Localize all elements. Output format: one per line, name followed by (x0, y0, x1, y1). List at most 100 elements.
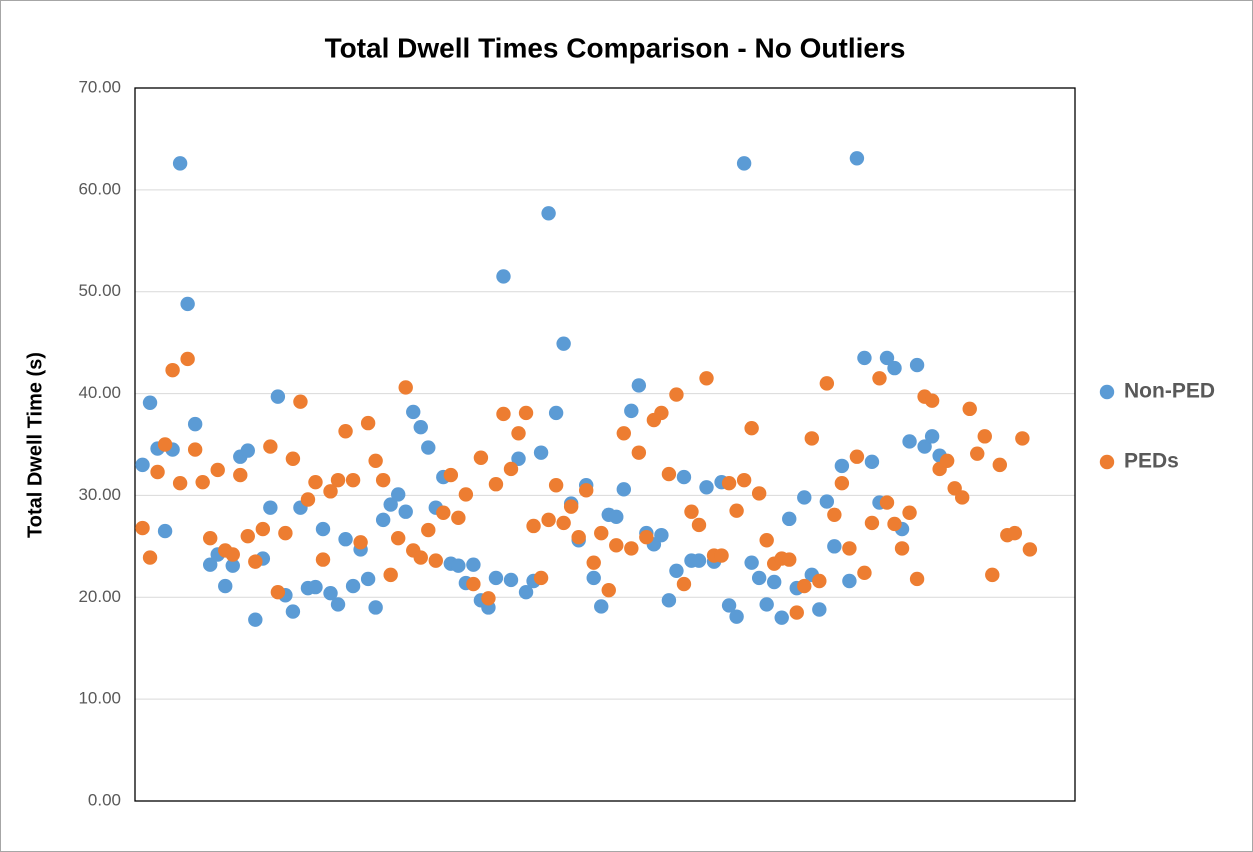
point (218, 578, 233, 594)
point (857, 565, 872, 581)
point (308, 474, 323, 490)
point (541, 206, 556, 221)
point (518, 584, 534, 600)
y-tick-label: 60.00 (78, 179, 121, 198)
point (345, 578, 361, 594)
point (308, 579, 323, 595)
point (503, 572, 519, 588)
point (142, 550, 158, 565)
point (736, 156, 752, 171)
point (729, 609, 744, 624)
point (203, 557, 218, 572)
point (827, 507, 842, 522)
point (909, 357, 925, 373)
chart-title: Total Dwell Times Comparison - No Outlie… (325, 32, 906, 63)
legend-marker (1099, 384, 1115, 400)
point (391, 531, 406, 546)
point (774, 610, 789, 625)
point (609, 538, 624, 553)
point (533, 445, 549, 460)
point (586, 570, 601, 586)
point (443, 467, 459, 483)
point (421, 522, 436, 538)
legend-label: Non-PED (1124, 380, 1215, 403)
point (699, 371, 714, 386)
y-tick-label: 70.00 (78, 77, 121, 96)
point (827, 539, 842, 554)
point (203, 531, 218, 546)
point (225, 547, 240, 562)
point (240, 528, 255, 544)
point (323, 484, 338, 499)
point (842, 573, 857, 589)
point (970, 446, 985, 461)
point (654, 527, 669, 543)
point (744, 555, 759, 570)
point (849, 151, 865, 166)
point (353, 535, 368, 550)
point (263, 439, 278, 454)
point (150, 464, 165, 480)
point (180, 296, 195, 312)
point (360, 415, 376, 431)
point (902, 434, 917, 449)
point (631, 378, 647, 393)
point (300, 492, 316, 507)
point (721, 598, 737, 613)
point (180, 351, 195, 367)
point (571, 529, 586, 545)
y-tick-label: 40.00 (78, 383, 121, 402)
point (466, 576, 481, 592)
point (375, 472, 391, 488)
point (345, 472, 361, 488)
point (413, 419, 428, 435)
point (556, 515, 571, 531)
point (736, 472, 752, 488)
point (428, 553, 443, 568)
point (857, 350, 872, 366)
point (248, 554, 263, 569)
point (879, 495, 895, 510)
point (661, 593, 677, 608)
point (496, 269, 511, 284)
point (466, 557, 481, 572)
point (488, 570, 504, 586)
plot-area-border (134, 87, 1076, 802)
point (887, 516, 902, 532)
point (924, 429, 940, 444)
point (263, 500, 278, 515)
point (511, 451, 526, 466)
point (398, 504, 413, 519)
point (872, 371, 887, 386)
y-tick-label: 20.00 (78, 587, 121, 606)
point (639, 529, 654, 545)
point (782, 511, 797, 527)
point (436, 505, 451, 520)
point (157, 437, 173, 452)
point (255, 521, 271, 537)
point (751, 486, 767, 501)
point (594, 525, 609, 541)
point (834, 476, 850, 491)
point (135, 520, 150, 536)
point (939, 453, 955, 468)
point (187, 416, 203, 432)
point (977, 429, 992, 444)
y-tick-label: 50.00 (78, 281, 121, 300)
point (917, 439, 932, 454)
point (187, 442, 203, 457)
point (586, 555, 601, 570)
point (661, 466, 677, 482)
point (887, 360, 902, 376)
y-tick-label: 30.00 (78, 485, 121, 504)
y-tick-label: 10.00 (78, 689, 121, 708)
point (172, 476, 188, 491)
point (248, 612, 263, 627)
point (759, 533, 774, 548)
point (1022, 542, 1038, 557)
point (195, 474, 210, 490)
point (172, 156, 188, 171)
point (406, 404, 421, 420)
point (240, 443, 255, 458)
point (511, 426, 526, 441)
